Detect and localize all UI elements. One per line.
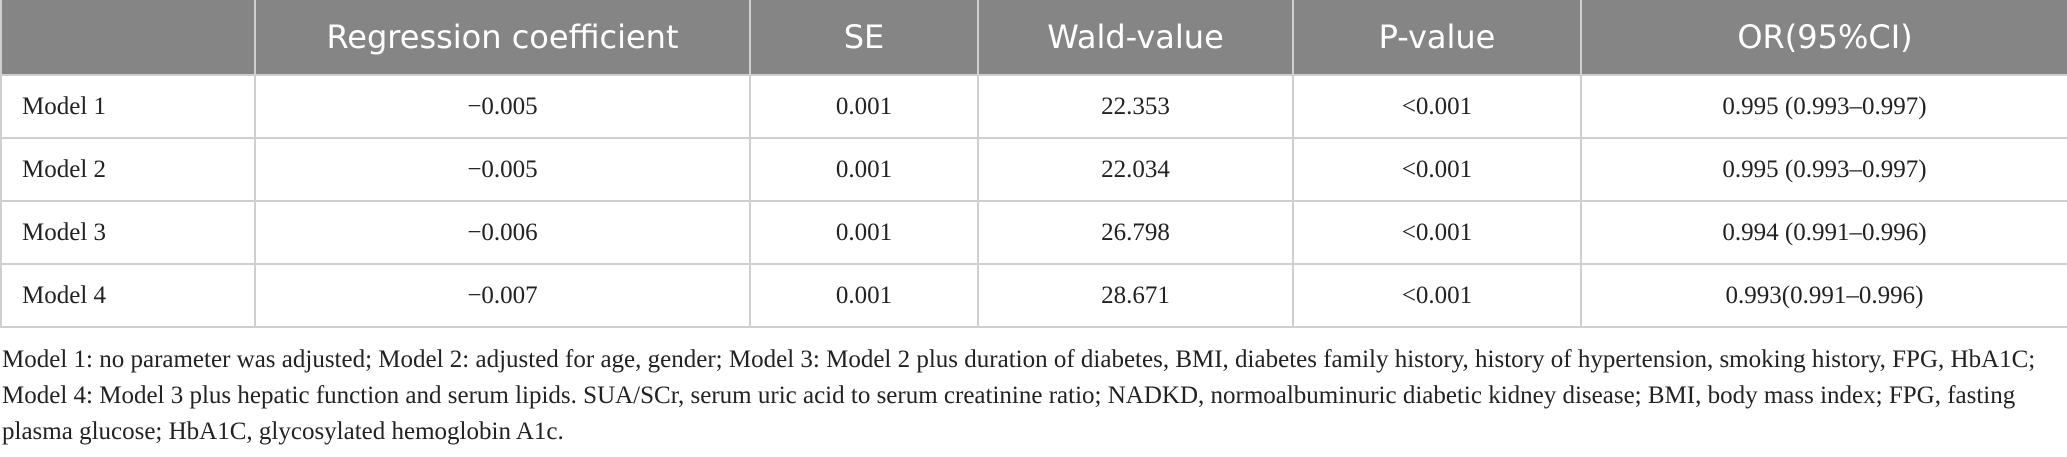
table-row: Model 1 −0.005 0.001 22.353 <0.001 0.995 (0.9… [0,74,2067,139]
table-cell: 26.798 [977,200,1294,265]
table-row: Model 4 −0.007 0.001 28.671 <0.001 0.993(0.99… [0,263,2067,328]
header-cell: P-value [1292,0,1581,75]
table-cell: −0.007 [254,263,751,328]
table-cell: −0.006 [254,200,751,265]
row-label: Model 2 [0,137,256,202]
header-cell: OR(95%CI) [1580,0,2067,75]
table-cell: 0.993(0.991–0.996) [1580,263,2067,328]
table-cell: 0.995 (0.993–0.997) [1580,74,2067,139]
table-cell: 0.001 [749,137,979,202]
footnote: Model 1: no parameter was adjusted; Mode… [2,346,2036,445]
table-cell: 28.671 [977,263,1294,328]
row-label: Model 4 [0,263,256,328]
table-cell: 22.034 [977,137,1294,202]
header-row: Regression coefficient SE Wald-value P-valu… [0,0,2067,75]
table-cell: 0.001 [749,74,979,139]
table-cell: <0.001 [1292,263,1582,328]
table-cell: 0.001 [749,263,979,328]
table-cell: −0.005 [254,137,751,202]
table-cell: <0.001 [1292,137,1582,202]
table-cell: 0.001 [749,200,979,265]
results-table: Regression coefficient SE Wald-value P-valu… [0,0,2067,328]
row-label: Model 3 [0,200,256,265]
table-body: Model 1 −0.005 0.001 22.353 <0.001 0.995 (0.9… [0,74,2067,328]
table-cell: <0.001 [1292,74,1582,139]
table-cell: 0.994 (0.991–0.996) [1580,200,2067,265]
header-cell: SE [749,0,978,75]
table-cell: 0.995 (0.993–0.997) [1580,137,2067,202]
table-cell: 22.353 [977,74,1294,139]
header-cell [0,0,255,75]
table-cell: <0.001 [1292,200,1582,265]
table-cell: −0.005 [254,74,751,139]
header-cell: Wald-value [977,0,1293,75]
row-label: Model 1 [0,74,256,139]
table-row: Model 3 −0.006 0.001 26.798 <0.001 0.994 (0.9… [0,200,2067,265]
table-row: Model 2 −0.005 0.001 22.034 <0.001 0.995 (0.9… [0,137,2067,202]
header-cell: Regression coefficient [254,0,750,75]
